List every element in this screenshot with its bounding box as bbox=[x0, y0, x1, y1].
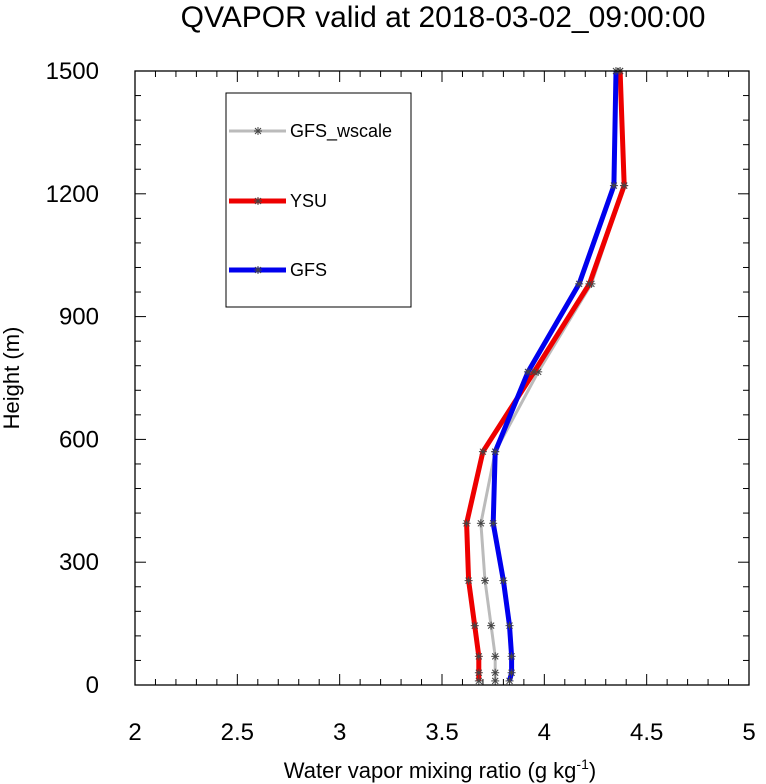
plot-frame bbox=[134, 70, 750, 686]
x-tick-label: 3 bbox=[333, 719, 346, 746]
legend-marker bbox=[254, 197, 262, 205]
data-point-ysu bbox=[462, 519, 471, 528]
x-tick-label: 5 bbox=[742, 719, 755, 746]
data-point-ysu bbox=[474, 676, 483, 685]
chart-title: QVAPOR valid at 2018-03-02_09:00:00 bbox=[181, 1, 706, 34]
data-point-gfs-wscale bbox=[491, 676, 500, 685]
data-point-gfs bbox=[507, 652, 516, 661]
series-lines bbox=[462, 67, 629, 685]
data-point-ysu bbox=[474, 652, 483, 661]
data-point-gfs-wscale bbox=[480, 576, 489, 585]
legend-marker bbox=[254, 127, 262, 135]
x-tick-label: 4 bbox=[538, 719, 551, 746]
data-point-ysu bbox=[620, 181, 629, 190]
x-axis-label-main: Water vapor mixing ratio (g kg bbox=[284, 758, 577, 783]
x-tick-label: 2.5 bbox=[221, 719, 254, 746]
data-point-ysu bbox=[470, 621, 479, 630]
data-point-gfs-wscale bbox=[491, 652, 500, 661]
y-tick-label: 600 bbox=[59, 426, 99, 453]
y-tick-label: 1200 bbox=[46, 181, 99, 208]
data-point-ysu bbox=[478, 447, 487, 456]
data-point-gfs bbox=[523, 367, 532, 376]
y-tick-label: 0 bbox=[86, 672, 99, 699]
y-tick-label: 1500 bbox=[46, 58, 99, 85]
data-point-gfs bbox=[499, 576, 508, 585]
x-axis-label-superscript: -1 bbox=[576, 756, 589, 772]
y-tick-labels: 0 300 600 900 1200 1500 bbox=[46, 58, 99, 699]
data-point-gfs bbox=[507, 668, 516, 677]
x-tick-label: 3.5 bbox=[425, 719, 458, 746]
series-line-gfs bbox=[490, 70, 619, 682]
y-axis-label: Height (m) bbox=[0, 327, 24, 430]
legend-items: GFS_wscale YSU GFS bbox=[229, 121, 392, 280]
series-ysu bbox=[462, 67, 629, 685]
legend-item-gfs-wscale: GFS_wscale bbox=[229, 121, 392, 142]
legend-marker bbox=[254, 266, 262, 274]
data-point-gfs-wscale bbox=[491, 668, 500, 677]
legend: GFS_wscale YSU GFS bbox=[225, 92, 412, 308]
x-axis-label: Water vapor mixing ratio (g kg-1) bbox=[284, 756, 596, 783]
legend-item-ysu: YSU bbox=[229, 191, 327, 211]
data-point-ysu bbox=[585, 279, 594, 288]
y-tick-label: 300 bbox=[59, 549, 99, 576]
data-point-ysu bbox=[464, 576, 473, 585]
legend-label: YSU bbox=[290, 191, 327, 211]
x-tick-label: 4.5 bbox=[630, 719, 663, 746]
data-point-gfs bbox=[575, 279, 584, 288]
series-gfs-wscale bbox=[476, 67, 629, 685]
x-tick-labels: 2 2.5 3 3.5 4 4.5 5 bbox=[128, 719, 755, 746]
legend-label: GFS bbox=[290, 260, 327, 280]
x-tick-label: 2 bbox=[128, 719, 141, 746]
legend-label: GFS_wscale bbox=[290, 121, 392, 142]
x-axis-label-end: ) bbox=[589, 758, 596, 783]
data-point-gfs bbox=[505, 621, 514, 630]
series-line-ysu bbox=[464, 70, 627, 681]
data-point-gfs-wscale bbox=[487, 621, 496, 630]
data-point-gfs bbox=[489, 519, 498, 528]
legend-item-gfs: GFS bbox=[229, 260, 327, 280]
y-tick-label: 900 bbox=[59, 304, 99, 331]
data-point-ysu bbox=[474, 668, 483, 677]
data-point-gfs-wscale bbox=[476, 519, 485, 528]
data-point-gfs bbox=[491, 447, 500, 456]
data-point-gfs bbox=[505, 676, 514, 685]
series-gfs bbox=[489, 67, 620, 685]
data-point-gfs bbox=[609, 181, 618, 190]
